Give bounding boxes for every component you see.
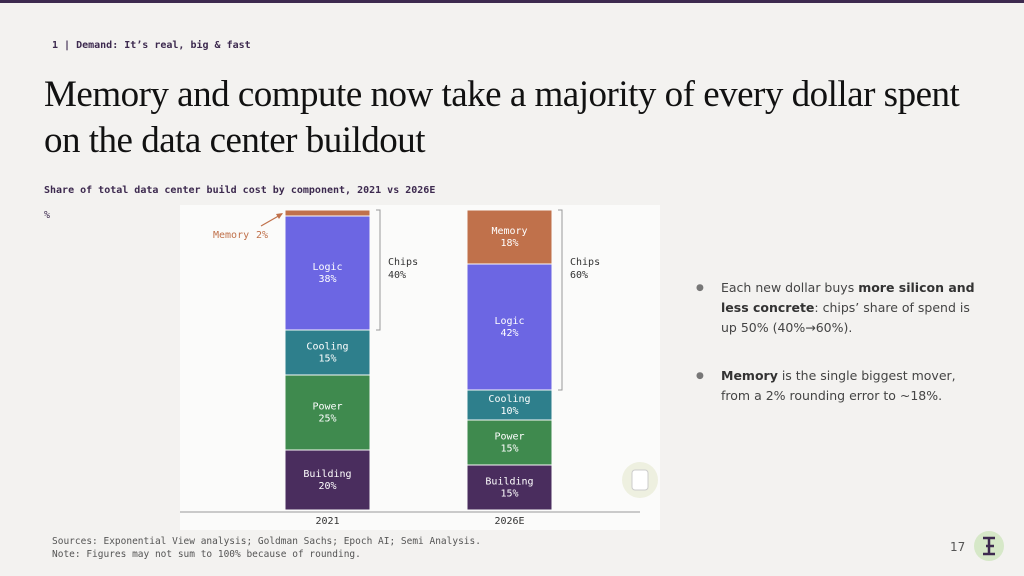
section-label: 1 | Demand: It’s real, big & fast (52, 40, 251, 51)
bullet-text: is the single biggest mover, from a 2% r… (721, 368, 956, 403)
bullet-text: more silicon and less concrete (721, 280, 975, 315)
bullet: Memory is the single biggest mover, from… (696, 366, 986, 406)
page-number: 17 (950, 540, 966, 554)
bar-segment (466, 464, 553, 511)
segment-value: 20% (318, 481, 336, 492)
bracket (376, 209, 381, 331)
segment-name: Memory (213, 230, 249, 241)
watermark-icon (631, 469, 649, 491)
bar-segment (284, 329, 371, 376)
bullet-list: Each new dollar buys more silicon and le… (696, 278, 986, 434)
segment-name: Power (312, 402, 342, 413)
bracket (558, 209, 563, 391)
segment-value: 42% (500, 328, 518, 339)
bar-segment (466, 389, 553, 421)
bracket-value: 60% (570, 270, 588, 281)
bar-segment (284, 449, 371, 511)
segment-value: 18% (500, 238, 518, 249)
x-tick-label: 2026E (494, 516, 524, 527)
bracket-value: 40% (388, 270, 406, 281)
bar-segment (466, 209, 553, 265)
bullet-text: Memory (721, 368, 778, 383)
segment-value: 15% (500, 444, 518, 455)
bracket-label: Chips (570, 257, 600, 268)
segment-value: 38% (318, 274, 336, 285)
source-line: Sources: Exponential View analysis; Gold… (52, 536, 481, 547)
bar-segment (466, 419, 553, 466)
callout-arrowhead (276, 213, 283, 219)
segment-name: Building (303, 469, 351, 480)
bar-segment (466, 263, 553, 391)
chart-panel (180, 205, 660, 530)
sources: Sources: Exponential View analysis; Gold… (52, 535, 481, 561)
segment-value: 15% (500, 489, 518, 500)
slide-title: Memory and compute now take a majority o… (44, 74, 960, 161)
segment-name: Power (494, 432, 524, 443)
segment-value: 10% (500, 406, 518, 417)
segment-name: Memory (491, 226, 527, 237)
bracket-label: Chips (388, 257, 418, 268)
segment-name: Logic (312, 262, 342, 273)
segment-name: Logic (494, 316, 524, 327)
segment-name: Cooling (488, 394, 530, 405)
bar-segment (284, 374, 371, 451)
segment-value: 15% (318, 354, 336, 365)
bullet-text: : chips’ share of spend is up 50% (40%→6… (721, 300, 970, 335)
source-line: Note: Figures may not sum to 100% becaus… (52, 549, 361, 560)
y-unit: % (44, 210, 50, 221)
bullet: Each new dollar buys more silicon and le… (696, 278, 986, 338)
x-tick-label: 2021 (315, 516, 339, 527)
bar-segment (284, 215, 371, 331)
bar-segment (284, 209, 371, 217)
chart-title: Share of total data center build cost by… (44, 184, 435, 196)
segment-name: Cooling (306, 342, 348, 353)
bullet-text: Each new dollar buys (721, 280, 859, 295)
segment-value: 25% (318, 414, 336, 425)
top-rule (0, 0, 1024, 3)
segment-value: 2% (256, 230, 268, 241)
segment-name: Building (485, 477, 533, 488)
logo-mark (983, 536, 995, 556)
